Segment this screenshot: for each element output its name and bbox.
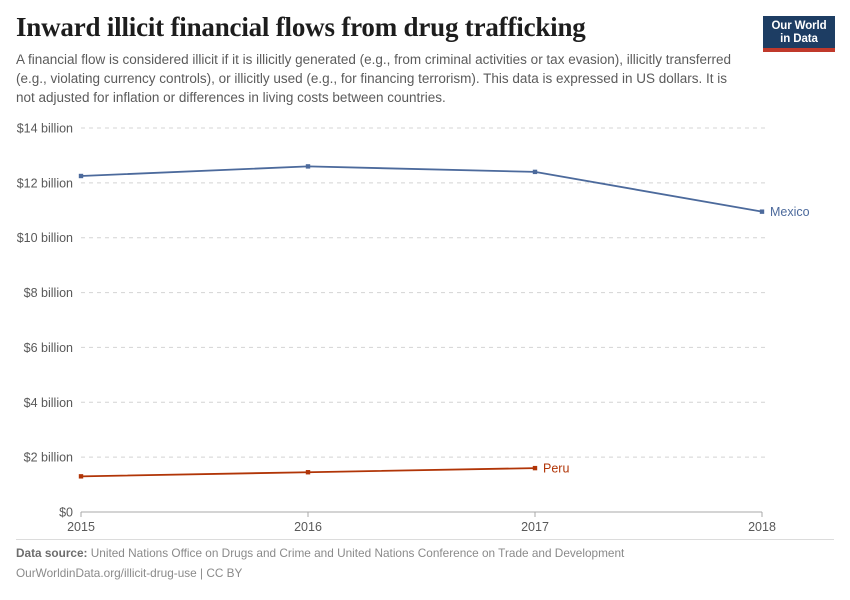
x-axis-tick-label: 2017 xyxy=(521,520,549,534)
data-source-line: Data source: United Nations Office on Dr… xyxy=(16,543,816,564)
chart-header: Inward illicit financial flows from drug… xyxy=(16,12,756,108)
y-axis-tick-label: $14 billion xyxy=(17,122,73,136)
y-axis-tick-label: $2 billion xyxy=(24,451,73,465)
y-axis-tick-label: $4 billion xyxy=(24,396,73,410)
series-line-peru[interactable] xyxy=(80,467,536,478)
data-source-text: United Nations Office on Drugs and Crime… xyxy=(90,545,625,560)
y-axis-tick-label: $6 billion xyxy=(24,341,73,355)
owid-logo[interactable]: Our World in Data xyxy=(763,16,835,52)
data-point-marker[interactable] xyxy=(532,169,538,175)
data-point-marker[interactable] xyxy=(532,465,538,471)
page-title: Inward illicit financial flows from drug… xyxy=(16,12,586,42)
y-axis-tick-label: $8 billion xyxy=(24,286,73,300)
series-label-peru[interactable]: Peru xyxy=(543,462,569,476)
license-line[interactable]: OurWorldinData.org/illicit-drug-use | CC… xyxy=(16,566,243,581)
data-point-marker[interactable] xyxy=(305,164,311,169)
y-axis-tick-label: $12 billion xyxy=(17,176,73,190)
owid-logo-line1: Our World xyxy=(771,20,827,32)
series-line-mexico[interactable] xyxy=(80,165,763,213)
x-axis-tick-label: 2015 xyxy=(67,520,95,534)
series-label-mexico[interactable]: Mexico xyxy=(770,205,810,219)
chart-subtitle: A financial flow is considered illicit i… xyxy=(16,52,731,106)
x-axis-tick-label: 2018 xyxy=(748,520,776,534)
y-axis-tick-label: $10 billion xyxy=(17,231,73,245)
chart-footer: Data source: United Nations Office on Dr… xyxy=(16,543,816,584)
footer-divider xyxy=(16,539,834,540)
y-axis-tick-label: $0 xyxy=(59,506,73,520)
x-axis-tick-label: 2016 xyxy=(294,520,322,534)
data-point-marker[interactable] xyxy=(759,209,765,214)
owid-logo-line2: in Data xyxy=(780,32,818,45)
data-point-marker[interactable] xyxy=(78,474,84,479)
data-point-marker[interactable] xyxy=(78,173,84,179)
data-source-label: Data source: xyxy=(16,545,88,560)
data-point-marker[interactable] xyxy=(305,470,311,475)
